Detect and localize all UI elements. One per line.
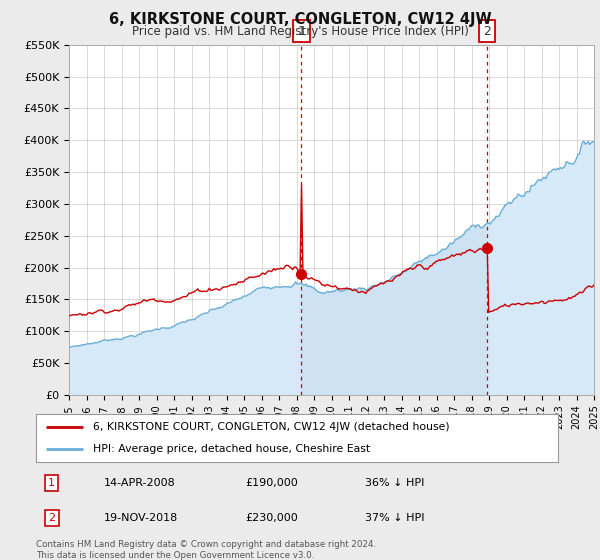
- Text: £190,000: £190,000: [245, 478, 298, 488]
- Text: 6, KIRKSTONE COURT, CONGLETON, CW12 4JW (detached house): 6, KIRKSTONE COURT, CONGLETON, CW12 4JW …: [94, 422, 450, 432]
- Text: Price paid vs. HM Land Registry's House Price Index (HPI): Price paid vs. HM Land Registry's House …: [131, 25, 469, 38]
- Text: HPI: Average price, detached house, Cheshire East: HPI: Average price, detached house, Ches…: [94, 444, 371, 454]
- Text: 36% ↓ HPI: 36% ↓ HPI: [365, 478, 424, 488]
- Text: 6, KIRKSTONE COURT, CONGLETON, CW12 4JW: 6, KIRKSTONE COURT, CONGLETON, CW12 4JW: [109, 12, 491, 27]
- Text: Contains HM Land Registry data © Crown copyright and database right 2024.
This d: Contains HM Land Registry data © Crown c…: [36, 540, 376, 560]
- Text: 37% ↓ HPI: 37% ↓ HPI: [365, 513, 424, 523]
- Text: 2: 2: [48, 513, 55, 523]
- Text: £230,000: £230,000: [245, 513, 298, 523]
- Text: 14-APR-2008: 14-APR-2008: [104, 478, 176, 488]
- Text: 2: 2: [483, 25, 491, 38]
- Text: 1: 1: [48, 478, 55, 488]
- Text: 19-NOV-2018: 19-NOV-2018: [104, 513, 178, 523]
- Text: 1: 1: [298, 25, 305, 38]
